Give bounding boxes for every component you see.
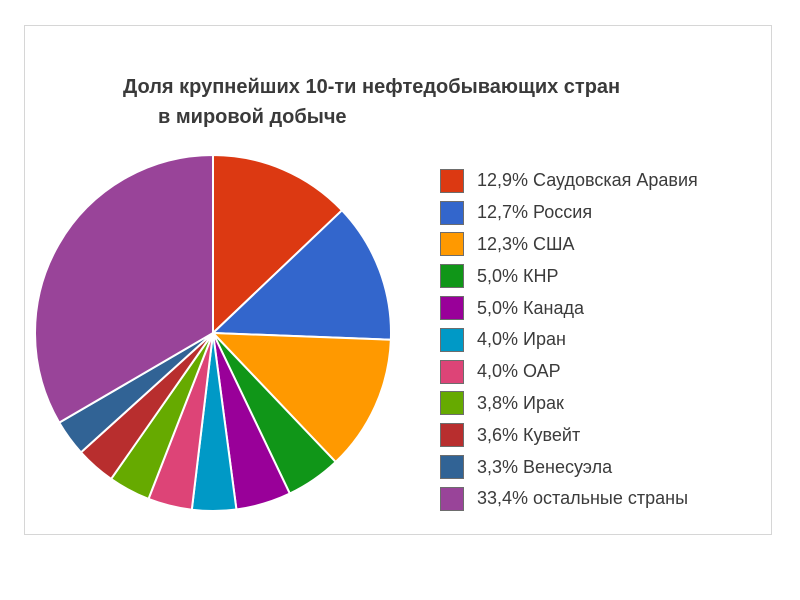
legend-label-3: 5,0% КНР: [477, 265, 559, 286]
pie-slice-2: [210, 331, 392, 464]
legend-swatch-2: [440, 232, 464, 257]
legend-item-4: 5,0% Канада: [440, 292, 760, 324]
legend-swatch-4: [440, 296, 464, 321]
legend-swatch-7: [440, 391, 464, 416]
legend-label-7: 3,8% Ирак: [477, 392, 564, 413]
legend-item-7: 3,8% Ирак: [440, 388, 760, 420]
legend-label-4: 5,0% Канада: [477, 297, 584, 318]
legend-item-6: 4,0% ОАР: [440, 356, 760, 388]
legend-item-8: 3,6% Кувейт: [440, 419, 760, 451]
legend-item-3: 5,0% КНР: [440, 260, 760, 292]
legend-label-6: 4,0% ОАР: [477, 361, 561, 382]
legend-swatch-5: [440, 327, 464, 352]
legend-swatch-8: [440, 423, 464, 448]
legend-swatch-3: [440, 264, 464, 289]
legend-swatch-6: [440, 359, 464, 384]
legend-item-2: 12,3% США: [440, 229, 760, 261]
legend-label-0: 12,9% Саудовская Аравия: [477, 170, 698, 191]
legend-swatch-0: [440, 168, 464, 193]
legend-item-10: 33,4% остальные страны: [440, 483, 760, 515]
legend-label-8: 3,6% Кувейт: [477, 424, 581, 445]
legend-label-1: 12,7% Россия: [477, 202, 593, 223]
legend-label-2: 12,3% США: [477, 233, 575, 254]
legend-swatch-10: [440, 486, 464, 511]
pie-slice-1: [210, 208, 392, 341]
chart-title-line1: Доля крупнейших 10-ти нефтедобывающих ст…: [123, 76, 621, 98]
chart-legend: 12,9% Саудовская Аравия 12,7% Россия 12,3%…: [440, 165, 760, 515]
pie-slice-0: [212, 153, 344, 336]
chart-title-line2: в мировой добыче: [158, 106, 347, 128]
legend-item-0: 12,9% Саудовская Аравия: [440, 165, 760, 197]
pie-slice-10: [34, 153, 214, 425]
legend-item-9: 3,3% Венесуэла: [440, 451, 760, 483]
legend-label-9: 3,3% Венесуэла: [477, 456, 613, 477]
legend-item-5: 4,0% Иран: [440, 324, 760, 356]
legend-swatch-1: [440, 200, 464, 225]
legend-label-10: 33,4% остальные страны: [477, 488, 689, 509]
legend-item-1: 12,7% Россия: [440, 197, 760, 229]
legend-label-5: 4,0% Иран: [477, 329, 566, 350]
legend-swatch-9: [440, 455, 464, 480]
